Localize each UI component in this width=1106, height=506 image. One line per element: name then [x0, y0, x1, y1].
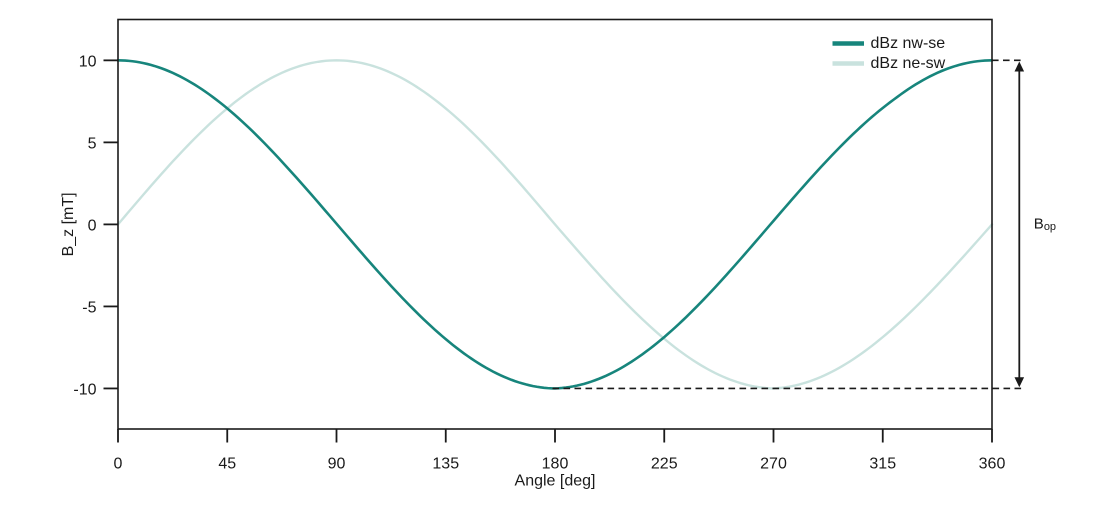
svg-text:5: 5: [88, 136, 97, 153]
svg-text:180: 180: [542, 456, 569, 473]
svg-text:B_z [mT]: B_z [mT]: [60, 192, 77, 256]
svg-text:90: 90: [328, 456, 346, 473]
svg-text:-10: -10: [73, 382, 96, 399]
svg-text:dBz ne-sw: dBz ne-sw: [871, 55, 946, 72]
svg-text:0: 0: [88, 218, 97, 235]
svg-text:Angle [deg]: Angle [deg]: [515, 473, 596, 490]
svg-text:10: 10: [79, 54, 97, 71]
svg-text:45: 45: [218, 456, 236, 473]
svg-text:0: 0: [114, 456, 123, 473]
svg-text:315: 315: [869, 456, 896, 473]
svg-text:270: 270: [760, 456, 787, 473]
svg-text:225: 225: [651, 456, 678, 473]
svg-text:dBz nw-se: dBz nw-se: [871, 35, 946, 52]
svg-text:-5: -5: [82, 300, 96, 317]
svg-text:135: 135: [432, 456, 459, 473]
svg-text:360: 360: [979, 456, 1006, 473]
